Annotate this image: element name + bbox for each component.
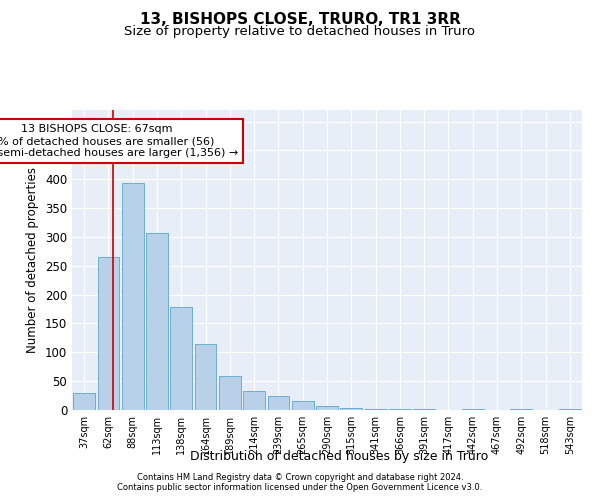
Bar <box>97 257 119 410</box>
Bar <box>243 391 265 410</box>
Bar <box>194 344 217 410</box>
Bar <box>340 408 362 410</box>
Text: Size of property relative to detached houses in Truro: Size of property relative to detached ho… <box>125 25 476 38</box>
Text: Contains public sector information licensed under the Open Government Licence v3: Contains public sector information licen… <box>118 484 482 492</box>
Bar <box>170 306 192 410</box>
Text: Distribution of detached houses by size in Truro: Distribution of detached houses by size … <box>190 450 488 463</box>
Bar <box>292 402 314 410</box>
Bar <box>219 376 241 410</box>
Bar <box>268 396 289 410</box>
Bar <box>146 233 168 410</box>
Text: 13, BISHOPS CLOSE, TRURO, TR1 3RR: 13, BISHOPS CLOSE, TRURO, TR1 3RR <box>140 12 460 28</box>
Bar <box>122 184 143 410</box>
Bar <box>73 392 95 410</box>
Text: Contains HM Land Registry data © Crown copyright and database right 2024.: Contains HM Land Registry data © Crown c… <box>137 474 463 482</box>
Text: 13 BISHOPS CLOSE: 67sqm
← 4% of detached houses are smaller (56)
96% of semi-det: 13 BISHOPS CLOSE: 67sqm ← 4% of detached… <box>0 124 238 158</box>
Y-axis label: Number of detached properties: Number of detached properties <box>26 167 40 353</box>
Bar <box>316 406 338 410</box>
